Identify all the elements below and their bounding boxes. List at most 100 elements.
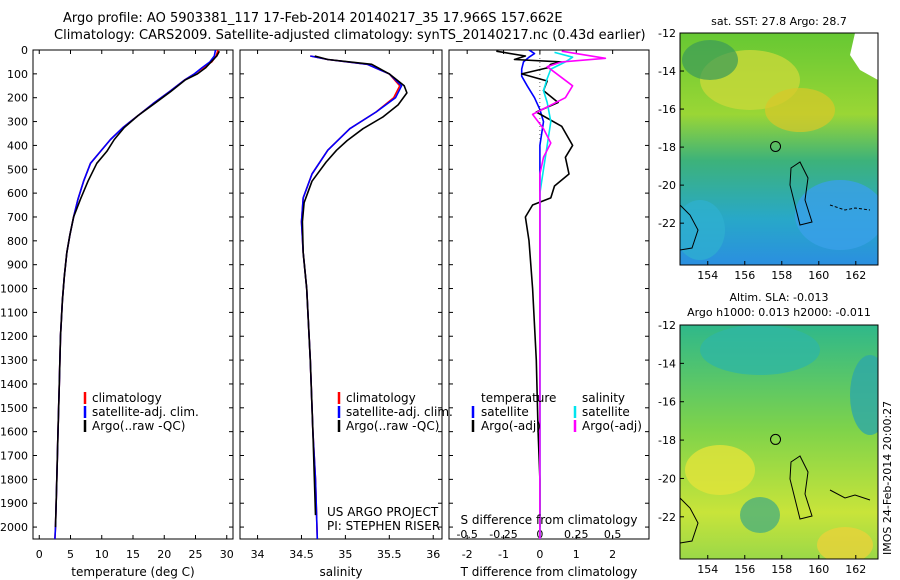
sla-lon-tick-label: 162: [845, 563, 866, 576]
depth-tick-label: 1100: [0, 306, 28, 319]
sst-cool-patch: [795, 180, 878, 250]
sla-map-field: [680, 325, 878, 559]
salinity-series: [300, 55, 408, 539]
depth-tick-label: 200: [7, 92, 28, 105]
depth-tick-label: 1400: [0, 378, 28, 391]
sla-bathymetry-contour: [789, 455, 813, 520]
sst-lon-tick-label: 158: [771, 269, 792, 282]
sla-lon-tick-label: 158: [771, 563, 792, 576]
sla-lat-tick-label: -22: [658, 511, 676, 524]
credit-project: US ARGO PROJECT: [327, 505, 439, 519]
sst-lat-tick-label: -20: [658, 179, 676, 192]
sst-missing-data: [850, 33, 878, 80]
salinity-x-tick-label: 35.5: [377, 548, 402, 561]
sst-lon-tick-label: 154: [697, 269, 718, 282]
t-difference-x-ticks: -2 -1 0 1 2: [462, 50, 616, 561]
legend-label-argo: Argo(..raw -QC): [92, 419, 185, 433]
legend-label-climatology: climatology: [92, 391, 162, 405]
depth-tick-label: 1600: [0, 426, 28, 439]
legend-label-t-satellite: satellite: [481, 405, 529, 419]
sla-lon-tick-label: 154: [697, 563, 718, 576]
temperature-series-line: [54, 50, 219, 539]
figure-title-line1: Argo profile: AO 5903381_117 17-Feb-2014…: [63, 11, 563, 26]
sla-lon-tick-label: 156: [734, 563, 755, 576]
depth-tick-label: 1300: [0, 354, 28, 367]
difference-x-tick-label: 1: [573, 548, 580, 561]
sla-bathymetry-contour: [680, 497, 699, 544]
temperature-series: [54, 50, 221, 539]
sla-high-patch: [817, 527, 873, 559]
s-difference-tick-label: 0.5: [604, 528, 622, 541]
timestamp: IMOS 24-Feb-2014 20:00:27: [881, 401, 894, 555]
salinity-x-label: salinity: [319, 565, 362, 579]
sla-map-ticks: 154 156 158 160 162 -12 -14 -16 -18 -20 -22: [658, 319, 866, 576]
depth-tick-label: 700: [7, 211, 28, 224]
salinity-legend: climatology satellite-adj. clim. Argo(..…: [337, 391, 453, 433]
sla-lat-tick-label: -20: [658, 472, 676, 485]
legend-label-satellite: satellite-adj. clim.: [92, 405, 199, 419]
depth-tick-label: 1800: [0, 473, 28, 486]
figure-title-line2: Climatology: CARS2009. Satellite-adjuste…: [54, 28, 646, 43]
salinity-series-line: [301, 55, 408, 516]
depth-tick-label: 900: [7, 259, 28, 272]
sla-map-title-line2: Argo h1000: 0.013 h2000: -0.011: [687, 306, 871, 319]
sla-lat-tick-label: -18: [658, 434, 676, 447]
depth-tick-label: 1200: [0, 330, 28, 343]
salinity-series-line: [300, 55, 403, 539]
credit-pi: PI: STEPHEN RISER: [327, 519, 440, 533]
legend-label-s-satellite: satellite: [582, 405, 630, 419]
salinity-x-tick-label: 34: [251, 548, 265, 561]
depth-tick-label: 1500: [0, 402, 28, 415]
difference-axes-frame: [448, 49, 650, 540]
salinity-x-tick-label: 36: [426, 548, 440, 561]
difference-x-tick-label: -2: [462, 548, 473, 561]
sst-map-field: [680, 33, 878, 265]
temperature-x-tick-label: 0: [36, 548, 43, 561]
sla-map-frame: [679, 324, 879, 560]
temperature-series-line: [54, 50, 217, 539]
sla-low-patch: [700, 325, 820, 375]
depth-tick-label: 1900: [0, 497, 28, 510]
depth-tick-label: 1700: [0, 450, 28, 463]
depth-tick-label: 1000: [0, 283, 28, 296]
s-difference-x-label: S difference from climatology: [461, 513, 638, 527]
difference-series-line: [539, 51, 574, 539]
legend-label-argo: Argo(..raw -QC): [346, 419, 439, 433]
salinity-axes-frame: [239, 49, 443, 540]
depth-tick-label: 300: [7, 116, 28, 129]
sst-bathymetry-contour: [829, 204, 871, 211]
temperature-x-label: temperature (deg C): [71, 565, 194, 579]
sla-lat-tick-label: -16: [658, 396, 676, 409]
s-difference-tick-label: -0.5: [456, 528, 477, 541]
depth-tick-label: 400: [7, 139, 28, 152]
sst-bathymetry-contour: [789, 161, 813, 226]
salinity-x-tick-label: 34.5: [289, 548, 314, 561]
temperature-x-tick-label: 30: [220, 548, 234, 561]
depth-tick-label: 2000: [0, 521, 28, 534]
difference-x-tick-label: -1: [498, 548, 509, 561]
sst-map-frame: [679, 32, 879, 266]
legend-label-s-argo: Argo(-adj): [582, 419, 642, 433]
sst-bathymetry-contour: [680, 204, 699, 251]
sst-lat-tick-label: -14: [658, 65, 676, 78]
legend-header-salinity: salinity: [582, 391, 625, 405]
s-difference-tick-label: 0.25: [564, 528, 589, 541]
sla-lat-tick-label: -12: [658, 319, 676, 332]
legend-label-satellite: satellite-adj. clim.: [346, 405, 453, 419]
temperature-x-tick-label: 15: [126, 548, 140, 561]
temperature-legend: climatology satellite-adj. clim. Argo(..…: [83, 391, 199, 433]
depth-tick-label: 600: [7, 187, 28, 200]
depth-axis-ticks: 0 100 200 300 400 500 600 700 800 900 1000 1100 1200…: [0, 44, 649, 534]
sst-map-title: sat. SST: 27.8 Argo: 28.7: [711, 15, 847, 28]
sst-map-ticks: 154 156 158 160 162 -12 -14 -16 -18 -20 -22: [658, 27, 866, 282]
depth-tick-label: 100: [7, 68, 28, 81]
difference-series-line: [531, 50, 607, 539]
depth-tick-label: 0: [21, 44, 28, 57]
sst-lat-tick-label: -12: [658, 27, 676, 40]
temperature-x-tick-label: 5: [67, 548, 74, 561]
sst-lat-tick-label: -18: [658, 141, 676, 154]
temperature-series-line: [54, 50, 221, 528]
sst-cool-patch: [680, 200, 725, 260]
s-difference-tick-label: -0.25: [489, 528, 517, 541]
